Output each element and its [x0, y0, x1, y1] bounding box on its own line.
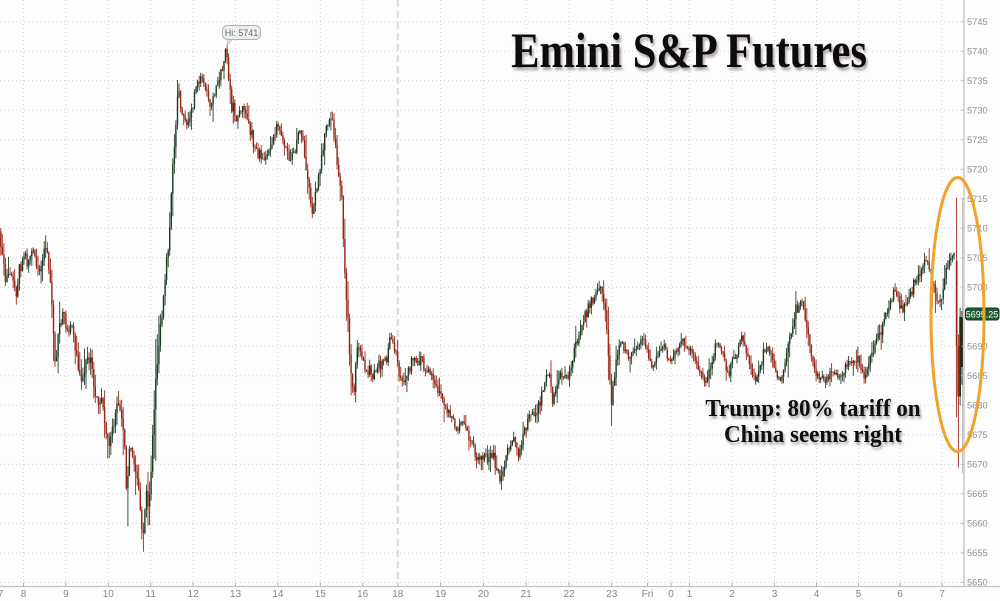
svg-text:3: 3	[772, 589, 778, 600]
svg-text:4: 4	[814, 589, 820, 600]
svg-text:22: 22	[563, 589, 575, 600]
svg-text:7: 7	[0, 589, 4, 600]
svg-text:10: 10	[103, 589, 115, 600]
svg-text:9: 9	[63, 589, 69, 600]
svg-text:5740: 5740	[967, 46, 988, 56]
svg-text:Fri: Fri	[642, 589, 654, 600]
svg-text:5685: 5685	[967, 371, 988, 381]
svg-text:13: 13	[230, 589, 242, 600]
svg-text:5700: 5700	[967, 283, 988, 293]
svg-text:5650: 5650	[967, 578, 988, 588]
svg-text:5745: 5745	[967, 17, 988, 27]
svg-text:5670: 5670	[967, 460, 988, 470]
svg-text:1: 1	[687, 589, 693, 600]
svg-text:18: 18	[392, 589, 404, 600]
svg-text:5675: 5675	[967, 430, 988, 440]
svg-text:23: 23	[606, 589, 618, 600]
svg-text:20: 20	[478, 589, 490, 600]
svg-text:5715: 5715	[967, 194, 988, 204]
svg-text:5660: 5660	[967, 519, 988, 529]
svg-text:19: 19	[435, 589, 447, 600]
svg-text:12: 12	[188, 589, 200, 600]
svg-text:Hi: 5741: Hi: 5741	[225, 28, 259, 38]
svg-text:0: 0	[668, 589, 674, 600]
svg-text:11: 11	[146, 589, 157, 600]
svg-text:5690: 5690	[967, 342, 988, 352]
svg-text:6: 6	[897, 589, 903, 600]
svg-text:5665: 5665	[967, 489, 988, 499]
svg-text:5730: 5730	[967, 105, 988, 115]
svg-text:2: 2	[729, 589, 735, 600]
svg-text:14: 14	[272, 589, 284, 600]
svg-text:5720: 5720	[967, 165, 988, 175]
svg-text:5655: 5655	[967, 548, 988, 558]
svg-text:5735: 5735	[967, 76, 988, 86]
svg-text:7: 7	[939, 589, 945, 600]
svg-text:5: 5	[856, 589, 862, 600]
svg-text:8: 8	[21, 589, 27, 600]
svg-text:16: 16	[357, 589, 369, 600]
svg-text:5705: 5705	[967, 253, 988, 263]
svg-text:5695.25: 5695.25	[966, 309, 999, 319]
svg-text:15: 15	[315, 589, 327, 600]
svg-text:5725: 5725	[967, 135, 988, 145]
svg-text:21: 21	[521, 589, 533, 600]
